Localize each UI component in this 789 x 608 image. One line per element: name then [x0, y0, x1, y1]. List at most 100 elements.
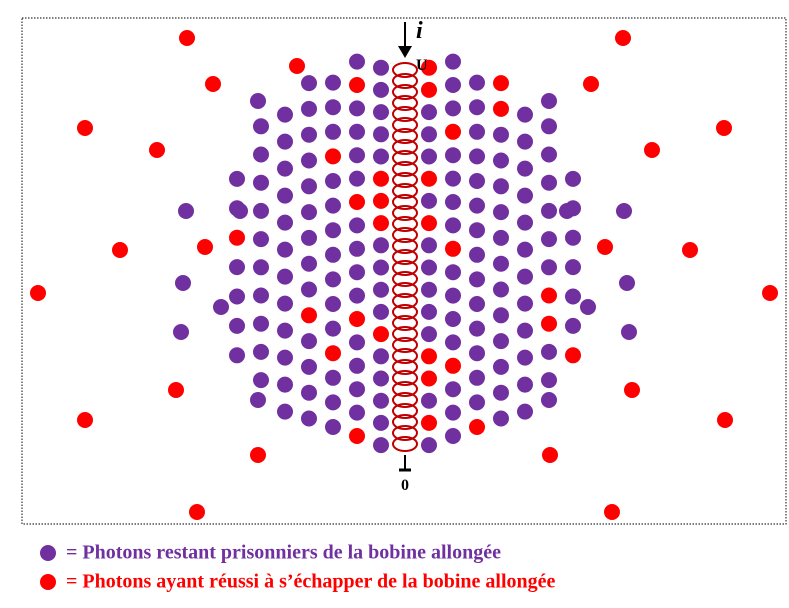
trapped-photon [301, 126, 317, 143]
trapped-photon [325, 419, 341, 435]
trapped-photon [301, 358, 317, 375]
trapped-photon [229, 347, 245, 364]
trapped-photon [301, 229, 317, 246]
coil-turn [392, 183, 418, 199]
trapped-photon [277, 133, 293, 150]
trapped-photon [493, 307, 509, 324]
trapped-photon [469, 271, 485, 288]
trapped-photon [349, 357, 365, 374]
trapped-photon [325, 394, 341, 411]
trapped-photon [349, 147, 365, 164]
trapped-photon [469, 173, 485, 189]
coil-turn [392, 161, 418, 177]
trapped-photon [517, 295, 533, 312]
escaped-photon [149, 142, 165, 158]
escaped-photon [445, 357, 461, 374]
trapped-photon [493, 204, 509, 221]
escaped-photon [682, 242, 698, 258]
trapped-photon [619, 275, 635, 291]
trapped-photon [301, 178, 317, 195]
trapped-photon [277, 214, 293, 231]
trapped-photon [325, 74, 341, 91]
current-label: i [416, 18, 423, 44]
coil-turn [392, 172, 418, 188]
coil-turn [392, 436, 418, 452]
trapped-photon [349, 381, 365, 398]
trapped-photon [373, 348, 389, 365]
escaped-photon [373, 326, 389, 343]
escaped-photon [349, 311, 365, 327]
escaped-photon [542, 447, 558, 463]
coil-turn [392, 315, 418, 331]
trapped-photon [173, 324, 189, 340]
escaped-photon [583, 76, 599, 92]
trapped-photon [277, 403, 293, 420]
trapped-photon [301, 281, 317, 298]
trapped-photon [493, 281, 509, 298]
trapped-photon [445, 53, 461, 70]
escaped-photon [493, 100, 509, 117]
escaped-photon [762, 285, 778, 301]
trapped-photon [517, 133, 533, 150]
escaped-photon [168, 382, 184, 398]
trapped-photon [493, 384, 509, 401]
trapped-photon [349, 240, 365, 257]
trapped-photon [469, 394, 485, 411]
trapped-photon [493, 152, 509, 169]
trapped-photon [301, 204, 317, 221]
trapped-photon [445, 334, 461, 351]
coil-turn [392, 139, 418, 155]
coil-turn [392, 304, 418, 320]
trapped-photon [213, 299, 229, 315]
trapped-photon [253, 372, 269, 389]
trapped-photon [349, 287, 365, 304]
trapped-photon [373, 414, 389, 431]
coil-turn [392, 403, 418, 419]
coil-turn [392, 359, 418, 375]
trapped-photon [229, 317, 245, 334]
escaped-photon [445, 240, 461, 257]
trapped-photon [541, 118, 557, 135]
escaped-photon [325, 148, 341, 165]
trapped-photon [301, 333, 317, 350]
trapped-photon [349, 404, 365, 421]
escaped-photon [197, 239, 213, 255]
trapped-photon [541, 146, 557, 163]
escaped-photon [469, 419, 485, 435]
legend-text: = Photons restant prisonniers de la bobi… [66, 542, 501, 564]
legend-dot [40, 545, 56, 561]
escaped-photon [615, 30, 631, 46]
trapped-photon [445, 100, 461, 117]
escaped-photon [349, 428, 365, 444]
trapped-photon [325, 246, 341, 263]
escaped-photon [229, 229, 245, 246]
trapped-photon [373, 303, 389, 320]
coil-turn [392, 95, 418, 111]
trapped-photon [373, 104, 389, 121]
coil-turn [392, 117, 418, 133]
trapped-photon [349, 123, 365, 140]
escaped-photon [373, 192, 389, 209]
trapped-photon [277, 106, 293, 123]
escaped-photon [77, 120, 93, 136]
trapped-photon [325, 173, 341, 189]
coil-turn [392, 249, 418, 265]
trapped-photon [565, 170, 581, 187]
trapped-photon [325, 369, 341, 386]
trapped-photon [349, 334, 365, 351]
trapped-photon [250, 392, 266, 408]
trapped-photon [325, 222, 341, 239]
escaped-photon [597, 239, 613, 255]
trapped-photon [541, 259, 557, 276]
escaped-photon [421, 170, 437, 187]
trapped-photon [325, 320, 341, 337]
trapped-photon [469, 369, 485, 386]
trapped-photon [493, 229, 509, 246]
trapped-photon [253, 231, 269, 248]
escaped-photon [421, 59, 437, 76]
trapped-photon [253, 259, 269, 276]
coil-turn [392, 73, 418, 89]
trapped-photon [421, 126, 437, 143]
trapped-photon [580, 299, 596, 315]
trapped-photon [493, 255, 509, 272]
